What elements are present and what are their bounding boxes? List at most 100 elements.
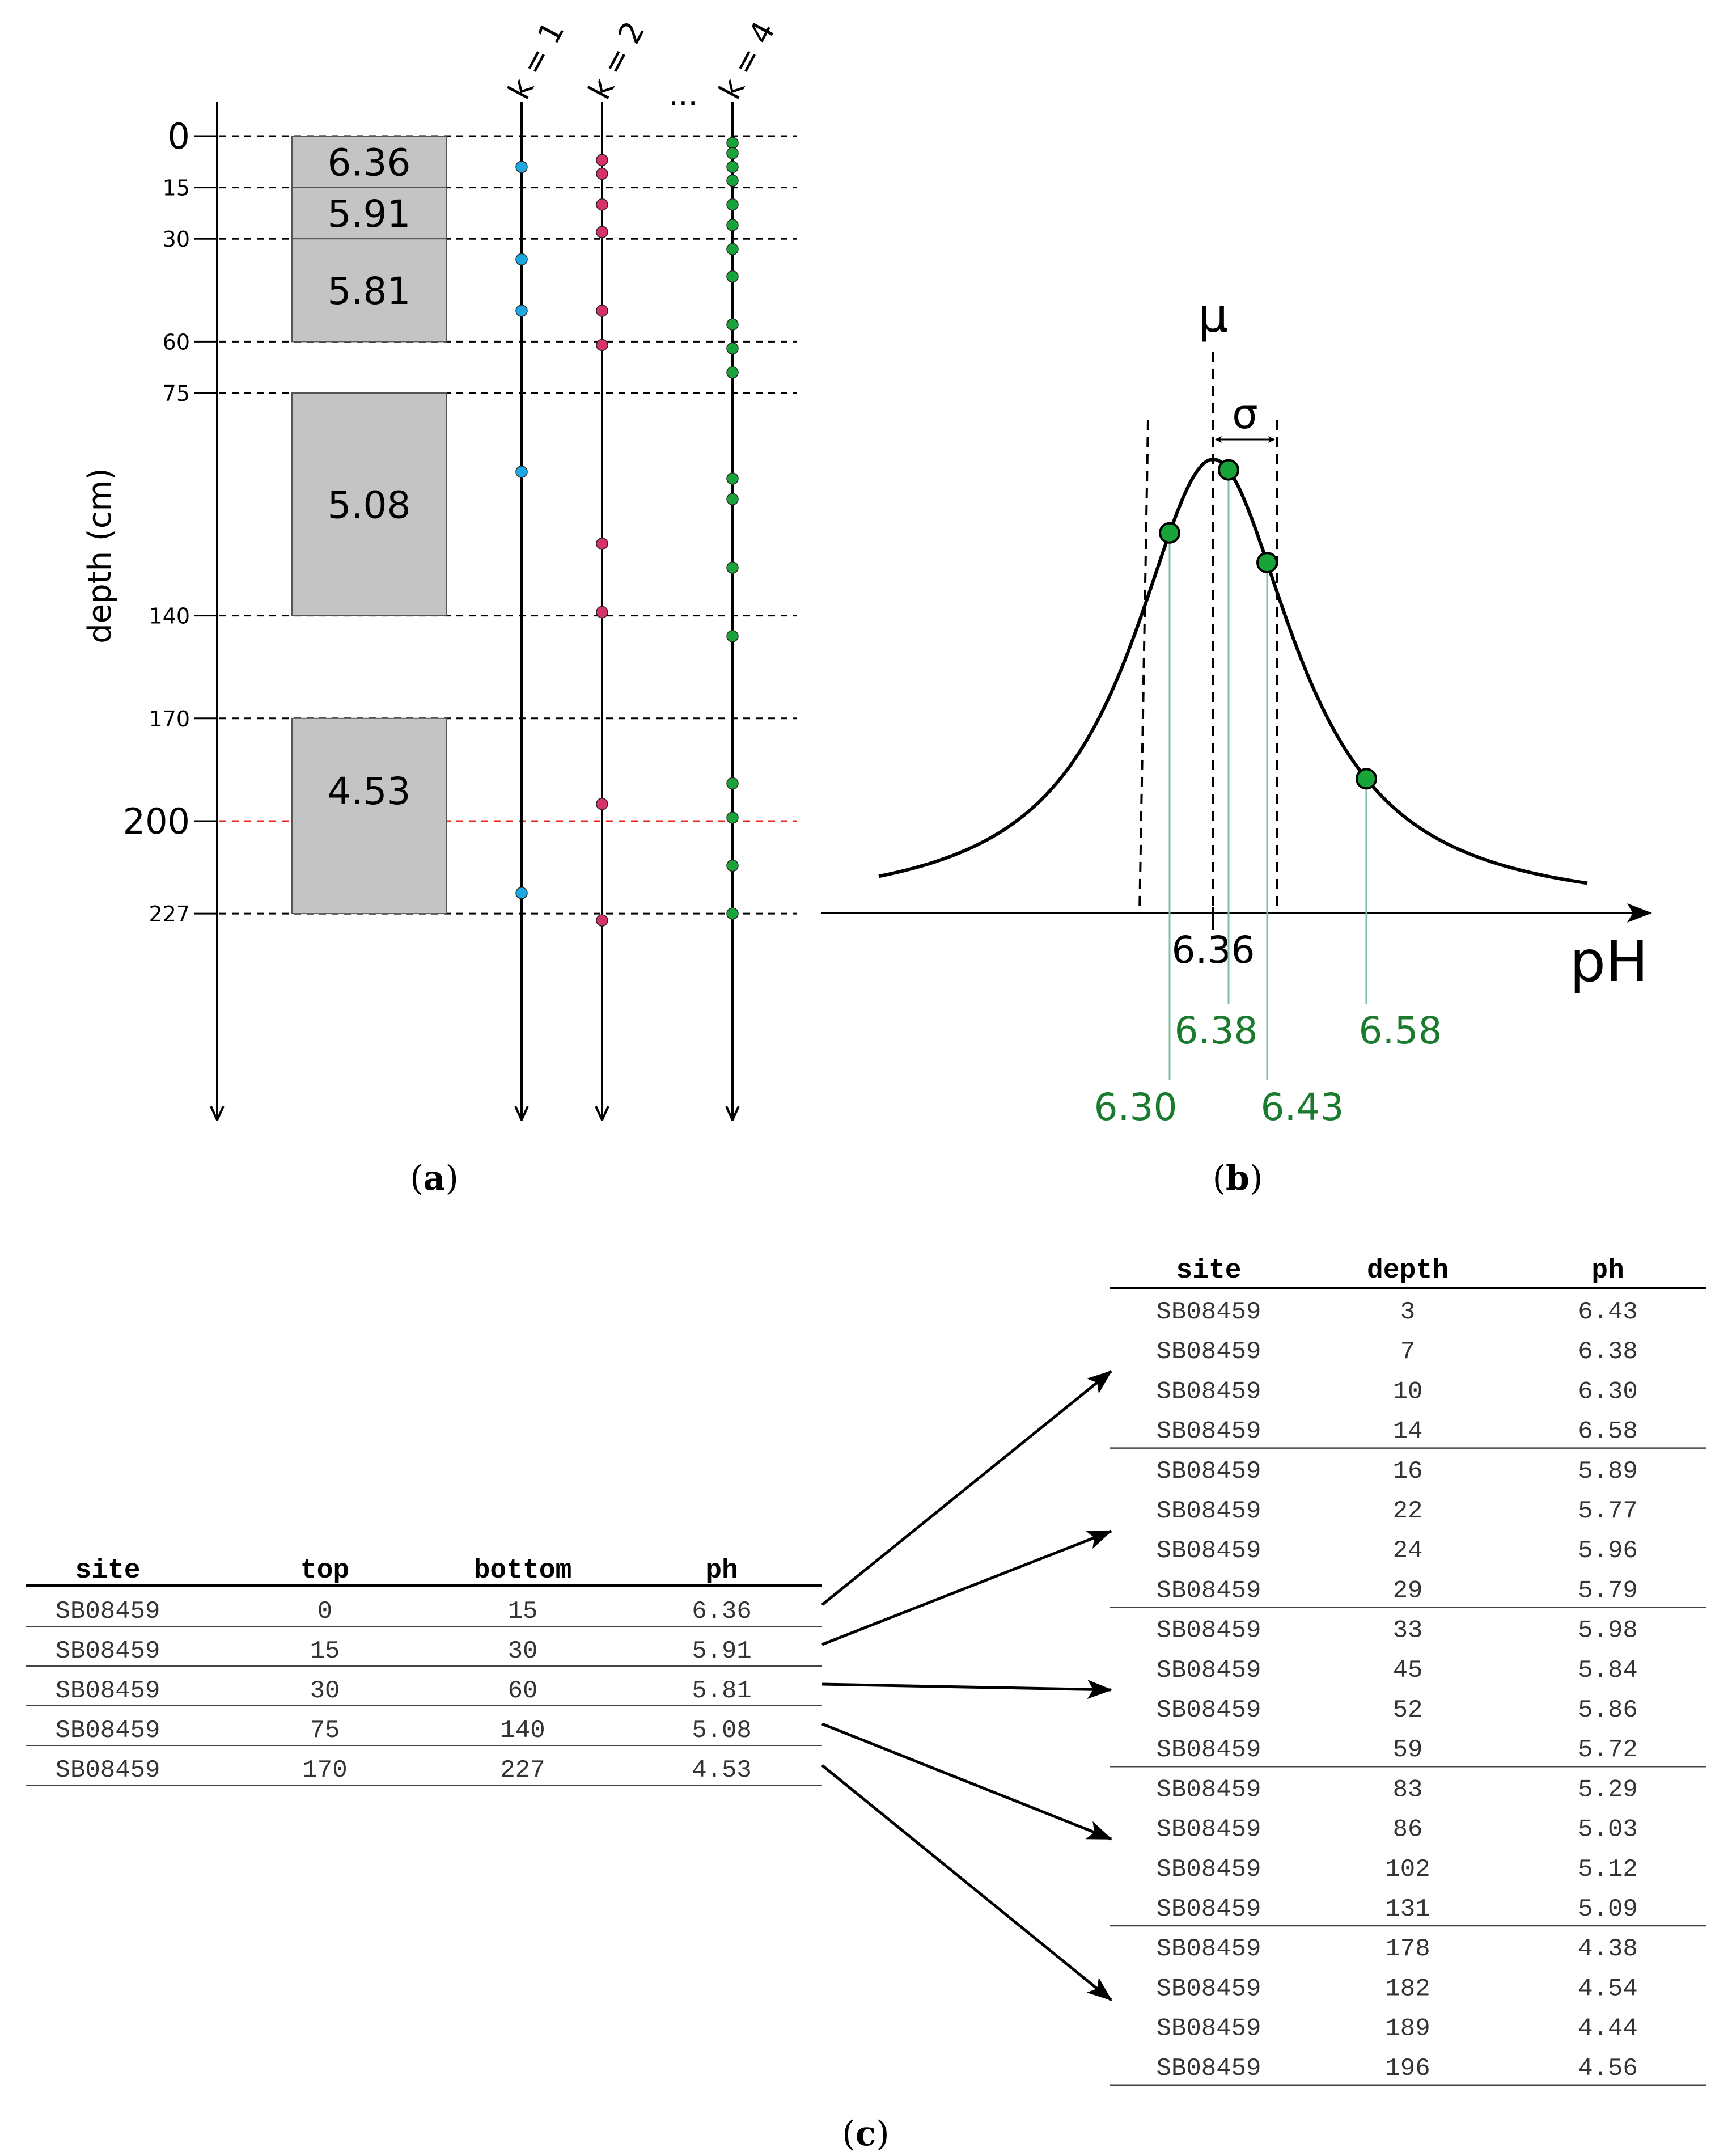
ph-axis-label: pH xyxy=(1570,928,1649,995)
sample-point xyxy=(726,907,739,920)
sample-point xyxy=(515,887,528,899)
horizons-table-cell: 60 xyxy=(508,1677,538,1705)
samples-table-cell: SB08459 xyxy=(1157,1617,1261,1645)
samples-table-cell: SB08459 xyxy=(1157,1975,1261,2003)
horizons-table-cell: 140 xyxy=(500,1717,545,1745)
sample-point xyxy=(726,493,739,505)
samples-table-cell: 29 xyxy=(1393,1576,1423,1605)
sample-point xyxy=(596,606,608,619)
sample-point xyxy=(726,342,739,355)
sample-value-label: 6.38 xyxy=(1175,1009,1258,1052)
horizons-table-cell: SB08459 xyxy=(56,1597,160,1626)
samples-table-cell: SB08459 xyxy=(1157,1935,1261,1963)
panel-a-caption-close: ) xyxy=(445,1159,458,1198)
samples-table-cell: 33 xyxy=(1393,1617,1423,1645)
samples-table-cell: 6.38 xyxy=(1578,1338,1638,1366)
sample-point xyxy=(726,198,739,211)
samples-table-cell: SB08459 xyxy=(1157,2054,1261,2083)
samples-table-cell: 22 xyxy=(1393,1497,1423,1525)
samples-table-cell: 5.72 xyxy=(1578,1736,1638,1764)
horizons-table-cell: 30 xyxy=(310,1677,340,1705)
samples-table-cell: SB08459 xyxy=(1157,1298,1261,1326)
samples-table-cell: 4.56 xyxy=(1578,2054,1638,2083)
horizon-ph-value: 6.36 xyxy=(328,141,411,184)
samples-table-cell: SB08459 xyxy=(1157,1736,1261,1764)
samples-table-cell: 24 xyxy=(1393,1537,1423,1565)
horizon-ph-value: 4.53 xyxy=(328,770,411,813)
horizons-table-cell: 170 xyxy=(302,1756,347,1785)
samples-table-cell: SB08459 xyxy=(1157,1895,1261,1924)
mapping-arrow xyxy=(821,1680,1112,1700)
samples-table-cell: 4.54 xyxy=(1578,1975,1638,2003)
horizons-table-cell: 30 xyxy=(508,1637,538,1665)
horizons-table-cell: 5.08 xyxy=(692,1717,752,1745)
sample-value-label: 6.58 xyxy=(1359,1009,1442,1052)
samples-table-cell: 59 xyxy=(1393,1736,1423,1764)
sample-point xyxy=(515,253,528,266)
horizons-table-cell: SB08459 xyxy=(56,1677,160,1705)
panel-b-caption-letter: b xyxy=(1226,1159,1250,1198)
mean-value-label: 6.36 xyxy=(1172,928,1255,972)
panel-c-caption-open: ( xyxy=(842,2114,855,2154)
sample-point xyxy=(596,798,608,810)
panel-c-caption: (c) xyxy=(842,2114,889,2154)
sample-point xyxy=(596,198,608,211)
sample-line-label: k = 4 xyxy=(712,15,782,105)
samples-table-cell: 4.44 xyxy=(1578,2015,1638,2043)
sample-point xyxy=(726,219,739,231)
mapping-arrow xyxy=(821,1529,1112,1646)
horizons-table-header: bottom xyxy=(474,1555,572,1586)
samples-table-cell: 6.30 xyxy=(1578,1377,1638,1406)
horizon-block xyxy=(291,392,447,616)
panel-a-caption: (a) xyxy=(410,1159,459,1198)
horizon-ph-value: 5.08 xyxy=(328,483,411,527)
samples-table-cell: 5.96 xyxy=(1578,1537,1638,1565)
distribution-sample-point xyxy=(1218,459,1239,481)
ellipsis-text: ... xyxy=(668,77,698,112)
panel-a: depth (cm) 0 15 30 60 75 140 170 200 227 6.36 5.91 5… xyxy=(82,15,797,1198)
horizons-table-cell: 0 xyxy=(317,1597,332,1626)
panel-c: site top bottom ph SB08459 0 15 6.36 SB08459 15 30… xyxy=(26,1255,1706,2154)
sample-point xyxy=(726,160,739,174)
sample-point xyxy=(515,466,528,478)
samples-table-cell: 178 xyxy=(1385,1935,1430,1963)
sample-point xyxy=(726,630,739,642)
sample-point xyxy=(726,811,739,824)
horizons-table-cell: 4.53 xyxy=(692,1756,752,1785)
sample-point xyxy=(596,226,608,238)
horizons-table-cell: 5.81 xyxy=(692,1677,752,1705)
samples-table-cell: 5.79 xyxy=(1578,1576,1638,1605)
samples-table-cell: 7 xyxy=(1400,1338,1415,1366)
samples-table-cell: SB08459 xyxy=(1157,1418,1261,1446)
panel-a-caption-open: ( xyxy=(410,1159,423,1198)
sample-point xyxy=(726,243,739,256)
sample-point xyxy=(726,366,739,379)
sample-point xyxy=(515,305,528,317)
panel-b-caption: (b) xyxy=(1213,1159,1263,1198)
sample-value-label: 6.30 xyxy=(1094,1085,1178,1129)
sample-line-label: k = 2 xyxy=(582,15,652,105)
samples-table-cell: 5.98 xyxy=(1578,1617,1638,1645)
sample-point xyxy=(515,160,528,174)
sample-point xyxy=(596,167,608,180)
sample-point xyxy=(726,318,739,331)
sample-point xyxy=(726,174,739,187)
horizon-ph-value: 5.91 xyxy=(328,192,411,236)
depth-tick-label: 15 xyxy=(163,176,190,201)
horizons-table-cell: 6.36 xyxy=(692,1597,752,1626)
samples-table-cell: SB08459 xyxy=(1157,1696,1261,1724)
sample-point xyxy=(726,137,739,149)
samples-table-cell: SB08459 xyxy=(1157,1377,1261,1406)
samples-table-cell: SB08459 xyxy=(1157,2015,1261,2043)
horizon-block xyxy=(291,717,447,915)
samples-table-cell: SB08459 xyxy=(1157,1656,1261,1685)
samples-table-cell: 86 xyxy=(1393,1816,1423,1844)
sample-point xyxy=(596,914,608,927)
samples-table-cell: SB08459 xyxy=(1157,1537,1261,1565)
samples-table-cell: 45 xyxy=(1393,1656,1423,1685)
depth-tick-label: 0 xyxy=(168,116,190,157)
samples-table-cell: 189 xyxy=(1385,2015,1430,2043)
samples-table-cell: 102 xyxy=(1385,1855,1430,1884)
horizons-table-cell: SB08459 xyxy=(56,1756,160,1785)
